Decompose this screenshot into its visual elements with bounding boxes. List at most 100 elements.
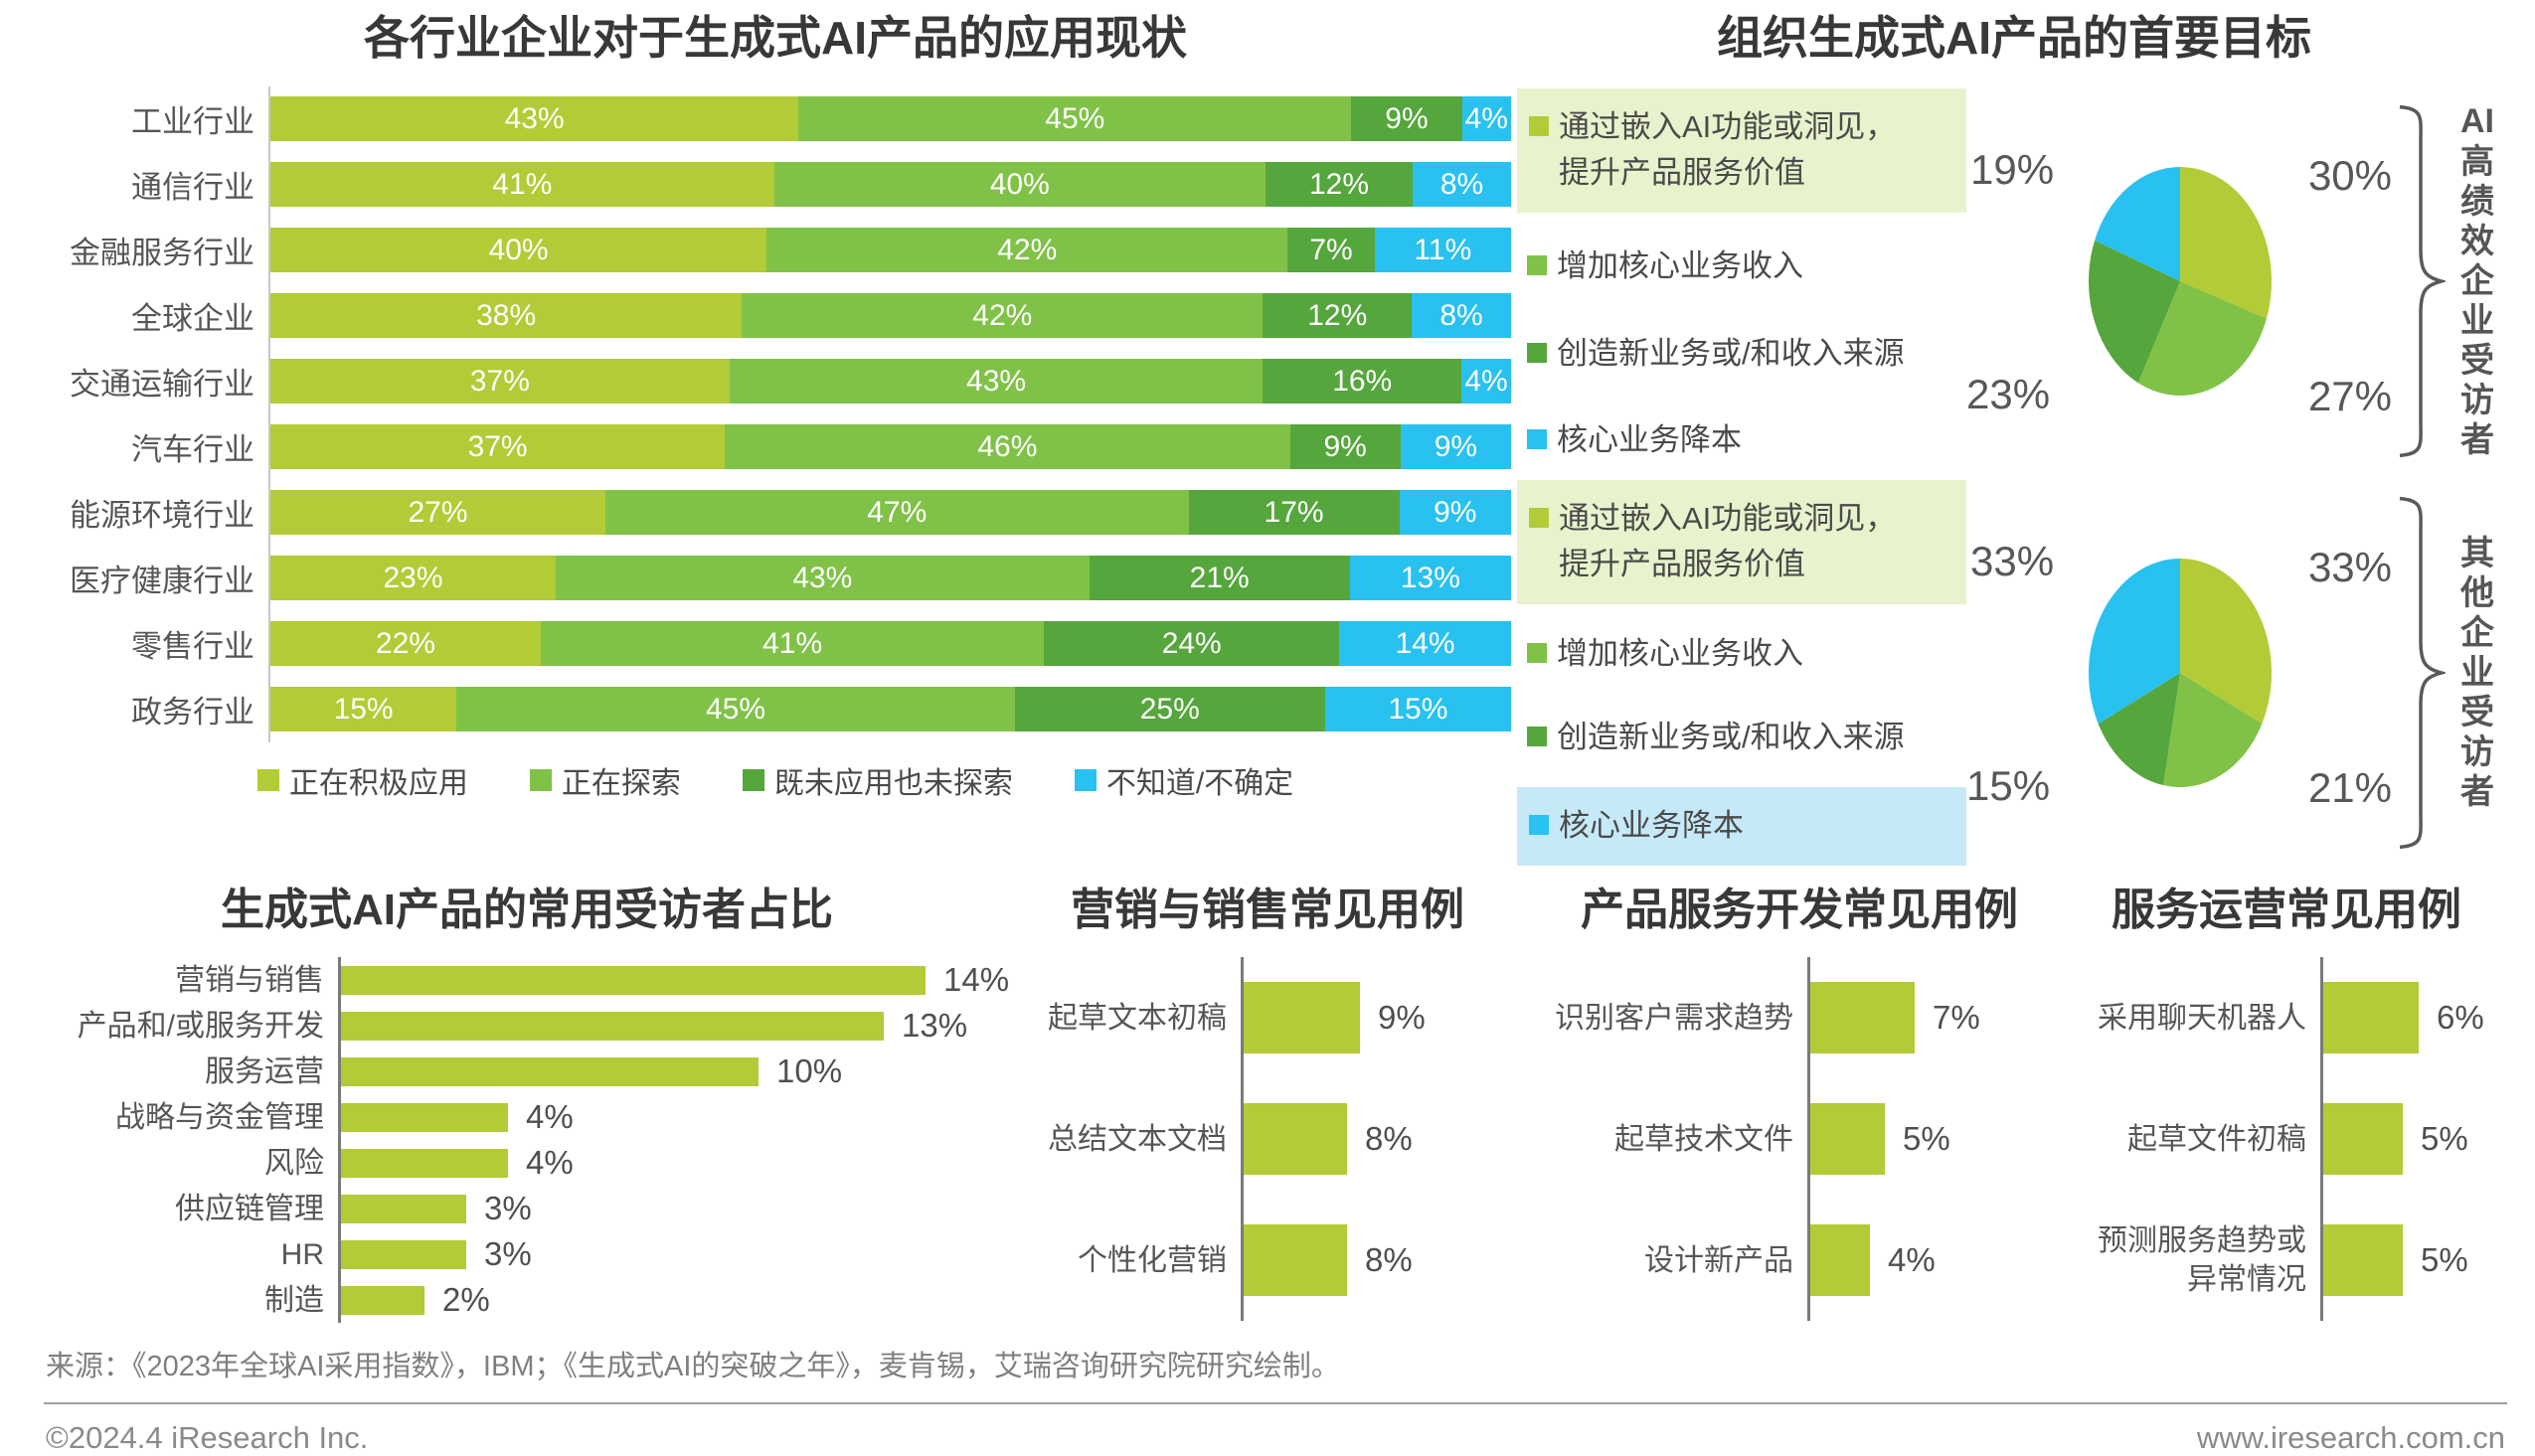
respondents-bar-row: 10% (341, 1049, 1014, 1094)
segment-value-label: 40% (989, 167, 1050, 201)
pie-value-label: 33% (1970, 537, 2055, 584)
industry-stacked-bar: 37% 46% 9% 9% (270, 424, 1511, 470)
segment-value-label: 9% (1323, 429, 1367, 463)
bar-segment-不知道/不确定: 15% (1324, 687, 1511, 732)
industry-legend: 正在积极应用 正在探索 既未应用也未探索 不知道/不确定 (40, 758, 1511, 802)
marketing-use-cases-title: 营销与销售常见用例 (1071, 885, 1464, 934)
goal-group: 通过嵌入AI功能或洞见， 提升产品服务价值 增加核心业务收入 创造新业务或/和收入来… (1517, 86, 2511, 476)
segment-value-label: 9% (1434, 429, 1478, 463)
product-dev-labels: 识别客户需求趋势 起草技术文件 设计新产品 (1521, 957, 1807, 1321)
marketing-bar-row: 9% (1244, 957, 1521, 1078)
product-dev-bar-row: 4% (1810, 1200, 2078, 1321)
group-side-label: AI 高绩效企业受访者 (2446, 86, 2509, 476)
respondents-value-label: 4% (526, 1144, 574, 1182)
service-ops-bar-row: 6% (2323, 957, 2495, 1078)
side-label-char: 绩 (2460, 182, 2494, 221)
segment-value-label: 15% (333, 692, 394, 726)
industry-bar-row: 41% 40% 12% 8% (270, 152, 1511, 218)
service-ops-use-cases-title: 服务运营常见用例 (2112, 885, 2461, 934)
respondents-value-label: 3% (484, 1235, 532, 1273)
side-label-char: AI (2460, 102, 2494, 141)
bar-segment-不知道/不确定: 11% (1374, 228, 1511, 273)
bar-segment-正在探索: 45% (798, 96, 1352, 142)
legend-swatch (1074, 768, 1097, 791)
industry-bars: 43% 45% 9% 4% 41% 40% 12% 8% 40% 42% 7% 11% 38% 42% 12… (268, 85, 1511, 742)
side-label-char: 访 (2460, 733, 2494, 772)
segment-value-label: 45% (705, 692, 765, 726)
segment-value-label: 43% (792, 561, 853, 594)
segment-value-label: 8% (1439, 167, 1484, 201)
bar-segment-正在探索: 42% (742, 293, 1264, 339)
respondents-category-label: 产品和/或服务开发 (77, 1009, 324, 1043)
marketing-bar (1244, 1103, 1347, 1176)
goal-legend-item: 通过嵌入AI功能或洞见， 提升产品服务价值 (1517, 87, 1966, 213)
marketing-use-cases-plot: 起草文本初稿 总结文本文档 个性化营销 9% 8% 8% (1014, 957, 1521, 1322)
segment-value-label: 41% (492, 167, 553, 201)
marketing-bar (1244, 1224, 1347, 1297)
group-brace (2394, 495, 2446, 851)
segment-value-label: 37% (467, 429, 528, 463)
marketing-value-label: 9% (1378, 999, 1426, 1037)
legend-item: 正在探索 (529, 758, 681, 802)
goal-legend: 通过嵌入AI功能或洞见， 提升产品服务价值 增加核心业务收入 创造新业务或/和收入来… (1517, 86, 1966, 476)
respondents-value-label: 10% (776, 1052, 843, 1090)
segment-value-label: 4% (1464, 101, 1508, 135)
respondents-bars: 14% 13% 10% 4% 4% 3% 3% 2% (338, 957, 1014, 1324)
goal-legend-label: 核心业务降本 (1557, 422, 1742, 458)
pie-svg (2089, 558, 2272, 787)
goal-legend-item: 创造新业务或/和收入来源 (1517, 705, 1966, 771)
product-dev-bar-row: 5% (1810, 1078, 2078, 1200)
segment-value-label: 45% (1045, 101, 1105, 135)
bar-segment-正在积极应用: 41% (270, 162, 774, 208)
respondents-category-label: 供应链管理 (175, 1192, 324, 1225)
legend-item: 既未应用也未探索 (742, 758, 1013, 802)
brace-svg (2394, 103, 2446, 459)
service-ops-bar-row: 5% (2323, 1200, 2495, 1321)
segment-value-label: 46% (977, 429, 1038, 463)
goal-group: 通过嵌入AI功能或洞见， 提升产品服务价值 增加核心业务收入 创造新业务或/和收入来… (1517, 478, 2511, 868)
pie-slice (2180, 166, 2272, 319)
goal-legend-label: 通过嵌入AI功能或洞见， 提升产品服务价值 (1559, 108, 1897, 191)
respondents-bar-row: 3% (341, 1186, 1014, 1231)
marketing-category-label: 总结文本文档 (1048, 1122, 1227, 1156)
respondents-category-label: 风险 (264, 1146, 324, 1180)
segment-value-label: 24% (1161, 626, 1222, 660)
segment-value-label: 21% (1189, 561, 1250, 594)
segment-value-label: 43% (966, 364, 1027, 398)
marketing-use-cases-chart: 营销与销售常见用例 起草文本初稿 总结文本文档 个性化营销 9% 8% 8% (1014, 882, 1521, 1324)
service-ops-bar (2323, 1224, 2403, 1297)
segment-value-label: 17% (1264, 495, 1324, 529)
bar-segment-既未应用也未探索: 25% (1014, 687, 1325, 732)
bar-segment-正在探索: 40% (773, 162, 1266, 208)
bar-segment-既未应用也未探索: 12% (1265, 162, 1414, 208)
respondents-labels: 营销与销售 产品和/或服务开发 服务运营 战略与资金管理 风险 供应链管理 HR 制造 (40, 957, 338, 1323)
pie-slice (2163, 672, 2263, 787)
side-label-char: 受 (2460, 693, 2494, 731)
segment-value-label: 9% (1434, 495, 1477, 529)
service-ops-use-cases-plot: 采用聊天机器人 起草文件初稿 预测服务趋势或 异常情况 6% 5% 5% (2078, 957, 2495, 1322)
footer: ©2024.4 iResearch Inc. www.iresearch.com… (40, 1404, 2511, 1456)
goal-legend-swatch (1527, 255, 1547, 276)
pie-value-label: 30% (2307, 151, 2392, 199)
service-ops-bar-row: 5% (2323, 1078, 2495, 1200)
bar-segment-不知道/不确定: 14% (1338, 621, 1511, 667)
industry-category-label: 全球企业 (131, 301, 254, 337)
product-dev-bars: 7% 5% 4% (1807, 957, 2078, 1322)
side-label-char: 受 (2460, 342, 2494, 381)
legend-swatch (529, 768, 552, 791)
segment-value-label: 42% (972, 298, 1033, 332)
bar-segment-正在积极应用: 38% (270, 293, 743, 339)
pie-value-label: 33% (2307, 543, 2392, 590)
respondents-category-label: 服务运营 (205, 1054, 324, 1088)
service-ops-bar (2323, 982, 2419, 1054)
bar-segment-既未应用也未探索: 12% (1263, 293, 1413, 339)
respondents-bar (341, 1285, 424, 1315)
side-label-char: 者 (2460, 421, 2494, 460)
bar-segment-正在探索: 47% (604, 490, 1189, 536)
marketing-category-label: 个性化营销 (1078, 1243, 1227, 1277)
bar-segment-正在探索: 43% (556, 556, 1090, 601)
goal-groups: 通过嵌入AI功能或洞见， 提升产品服务价值 增加核心业务收入 创造新业务或/和收入来… (1517, 86, 2511, 868)
respondents-bar (341, 1056, 759, 1086)
segment-value-label: 27% (408, 495, 468, 529)
respondents-category-label: 战略与资金管理 (115, 1100, 324, 1134)
